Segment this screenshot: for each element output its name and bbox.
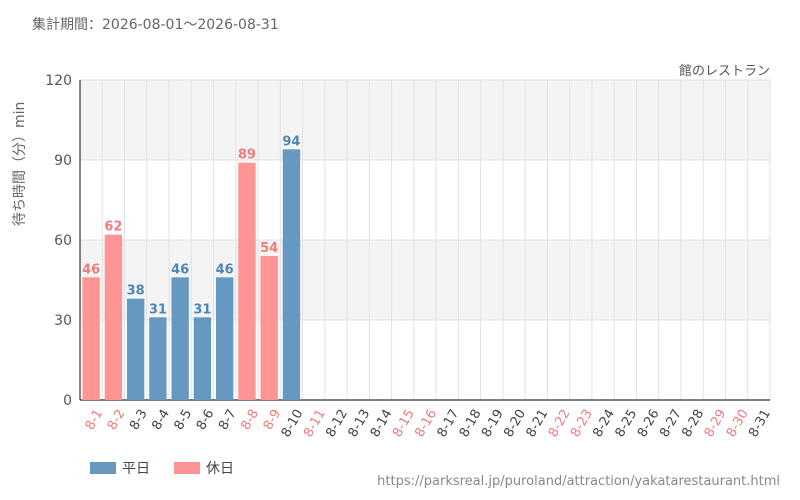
legend-item-weekday[interactable]: 平日 (90, 458, 150, 478)
data-label-8-4: 31 (149, 302, 167, 317)
legend-label-holiday: 休日 (206, 461, 234, 477)
x-tick-label-8-23: 8-23 (568, 407, 596, 440)
data-label-8-7: 46 (216, 262, 234, 277)
x-tick-label-8-15: 8-15 (390, 407, 418, 440)
x-tick-label-8-3: 8-3 (127, 407, 151, 433)
x-tick-label-8-17: 8-17 (435, 407, 463, 440)
bar-8-2 (104, 234, 123, 400)
source-url[interactable]: https://parksreal.jp/puroland/attraction… (377, 474, 780, 489)
x-tick-label-8-8: 8-8 (238, 407, 262, 433)
x-tick-label-8-20: 8-20 (501, 407, 529, 440)
data-label-8-8: 89 (238, 148, 256, 163)
x-tick-label-8-19: 8-19 (479, 407, 507, 440)
bar-8-6 (193, 317, 212, 400)
x-tick-label-8-10: 8-10 (279, 407, 307, 440)
x-tick-label-8-5: 8-5 (172, 407, 196, 433)
x-tick-label-8-27: 8-27 (657, 407, 685, 440)
x-tick-label-8-29: 8-29 (702, 407, 730, 440)
x-tick-label-8-12: 8-12 (323, 407, 351, 440)
legend-swatch-weekday (90, 462, 116, 474)
facility-name: 館のレストラン (678, 64, 770, 79)
x-tick-label-8-6: 8-6 (194, 407, 218, 433)
y-tick-label: 30 (54, 313, 72, 329)
legend: 平日 休日 (90, 458, 258, 478)
bar-8-8 (238, 162, 256, 400)
x-tick-label-8-11: 8-11 (301, 407, 329, 440)
data-label-8-9: 54 (260, 241, 278, 256)
bar-8-4 (149, 317, 167, 400)
legend-swatch-holiday (174, 462, 200, 474)
x-tick-label-8-16: 8-16 (412, 407, 440, 440)
data-label-8-3: 38 (127, 284, 145, 299)
x-tick-label-8-21: 8-21 (524, 407, 552, 440)
x-tick-label-8-30: 8-30 (724, 407, 752, 440)
data-label-8-10: 94 (282, 134, 300, 149)
y-tick-label: 0 (63, 393, 72, 409)
bar-8-5 (171, 277, 189, 400)
x-tick-label-8-13: 8-13 (346, 407, 374, 440)
data-label-8-2: 62 (104, 220, 122, 235)
bar-8-3 (126, 298, 145, 400)
legend-item-holiday[interactable]: 休日 (174, 458, 234, 478)
bar-8-7 (215, 277, 234, 400)
y-tick-label: 90 (54, 153, 72, 169)
x-tick-label-8-4: 8-4 (149, 407, 173, 433)
x-tick-label-8-2: 8-2 (105, 407, 129, 433)
bar-8-10 (282, 149, 301, 400)
data-label-8-6: 31 (193, 302, 211, 317)
period-label: 集計期間：2026-08-01～2026-08-31 (32, 17, 279, 33)
bar-8-9 (260, 256, 278, 400)
data-label-8-5: 46 (171, 262, 189, 277)
grid-band (80, 80, 770, 160)
x-tick-label-8-14: 8-14 (368, 407, 396, 440)
x-tick-label-8-26: 8-26 (635, 407, 663, 440)
x-tick-label-8-22: 8-22 (546, 407, 574, 440)
x-tick-label-8-18: 8-18 (457, 407, 485, 440)
grid-band (80, 240, 770, 320)
y-tick-label: 120 (45, 73, 72, 89)
x-tick-label-8-24: 8-24 (590, 407, 618, 440)
x-tick-label-8-25: 8-25 (613, 407, 641, 440)
legend-label-weekday: 平日 (122, 461, 150, 477)
bar-8-1 (82, 277, 100, 400)
x-tick-label-8-31: 8-31 (746, 407, 774, 440)
y-tick-label: 60 (54, 233, 72, 249)
x-tick-label-8-7: 8-7 (216, 407, 240, 433)
x-tick-label-8-1: 8-1 (83, 407, 107, 433)
x-tick-label-8-28: 8-28 (679, 407, 707, 440)
data-label-8-1: 46 (82, 262, 100, 277)
